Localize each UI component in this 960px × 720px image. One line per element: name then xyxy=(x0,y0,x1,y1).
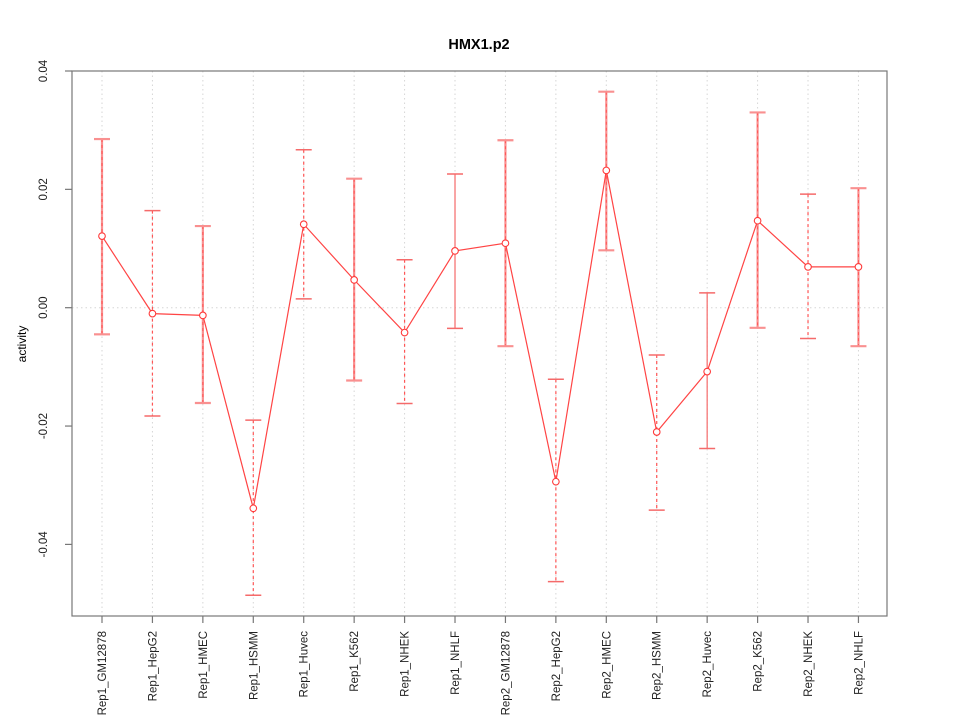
x-axis-label-Rep1_HepG2: Rep1_HepG2 xyxy=(147,631,159,701)
data-point-Rep2_GM12878 xyxy=(501,239,510,248)
data-point-Rep1_NHEK xyxy=(400,328,409,337)
x-axis-label-Rep1_HSMM: Rep1_HSMM xyxy=(248,631,260,700)
grid-lines xyxy=(72,71,887,616)
chart-title: HMX1.p2 xyxy=(448,37,509,53)
axes xyxy=(65,70,888,623)
x-axis-label-Rep2_Huvec: Rep2_Huvec xyxy=(702,631,714,698)
x-axis-label-Rep2_NHLF: Rep2_NHLF xyxy=(853,631,865,695)
x-axis-label-Rep1_GM12878: Rep1_GM12878 xyxy=(97,631,109,715)
x-axis-label-Rep1_K562: Rep1_K562 xyxy=(349,631,361,692)
x-axis-label-Rep2_HepG2: Rep2_HepG2 xyxy=(551,631,563,701)
data-point-Rep1_HepG2 xyxy=(148,309,157,318)
y-axis-title: activity xyxy=(15,326,29,363)
data-point-Rep2_HSMM xyxy=(652,428,661,436)
x-axis-label-Rep1_NHEK: Rep1_NHEK xyxy=(400,631,412,697)
axis-labels: 0.04 0.02 0.00 -0.02 -0.04 Rep1_GM12878 Rep1_H… xyxy=(38,59,865,715)
x-axis-label-Rep1_NHLF: Rep1_NHLF xyxy=(450,631,462,695)
data-point-Rep1_GM12878 xyxy=(98,232,106,240)
data-point-Rep1_NHLF xyxy=(451,247,459,255)
x-axis-label-Rep2_K562: Rep2_K562 xyxy=(753,631,765,692)
data-point-Rep2_Huvec xyxy=(703,367,712,376)
series-line-and-points xyxy=(98,166,863,513)
y-tick-label: 0.02 xyxy=(38,178,50,200)
data-point-Rep2_HepG2 xyxy=(552,477,560,486)
data-point-Rep1_Huvec xyxy=(299,220,308,229)
y-tick-label: -0.04 xyxy=(38,531,50,558)
x-axis-label-Rep1_Huvec: Rep1_Huvec xyxy=(299,631,311,698)
y-tick-label: 0.00 xyxy=(38,297,50,319)
data-point-Rep2_NHEK xyxy=(804,263,812,271)
y-tick-label: -0.02 xyxy=(38,413,50,439)
data-point-Rep1_HSMM xyxy=(249,504,258,513)
y-tick-label: 0.04 xyxy=(38,59,50,82)
x-axis-label-Rep2_HSMM: Rep2_HSMM xyxy=(652,631,664,700)
series-line xyxy=(101,170,859,509)
x-axis-label-Rep2_GM12878: Rep2_GM12878 xyxy=(500,631,512,715)
data-point-Rep1_HMEC xyxy=(199,311,207,320)
data-point-Rep2_NHLF xyxy=(854,263,863,271)
x-axis-label-Rep2_HMEC: Rep2_HMEC xyxy=(601,631,613,699)
x-axis-label-Rep1_HMEC: Rep1_HMEC xyxy=(198,631,210,699)
data-point-Rep1_K562 xyxy=(350,276,359,284)
error-bar-Rep2_HSMM xyxy=(648,354,665,511)
error-bar-Rep1_HSMM xyxy=(245,419,262,597)
data-point-Rep2_K562 xyxy=(753,216,762,225)
plot-box xyxy=(71,70,888,617)
error-bar-Rep1_NHEK xyxy=(396,259,413,405)
error-bar-Rep2_HepG2 xyxy=(547,378,564,583)
data-point-Rep2_HMEC xyxy=(602,166,611,175)
x-axis-label-Rep2_NHEK: Rep2_NHEK xyxy=(803,631,815,697)
